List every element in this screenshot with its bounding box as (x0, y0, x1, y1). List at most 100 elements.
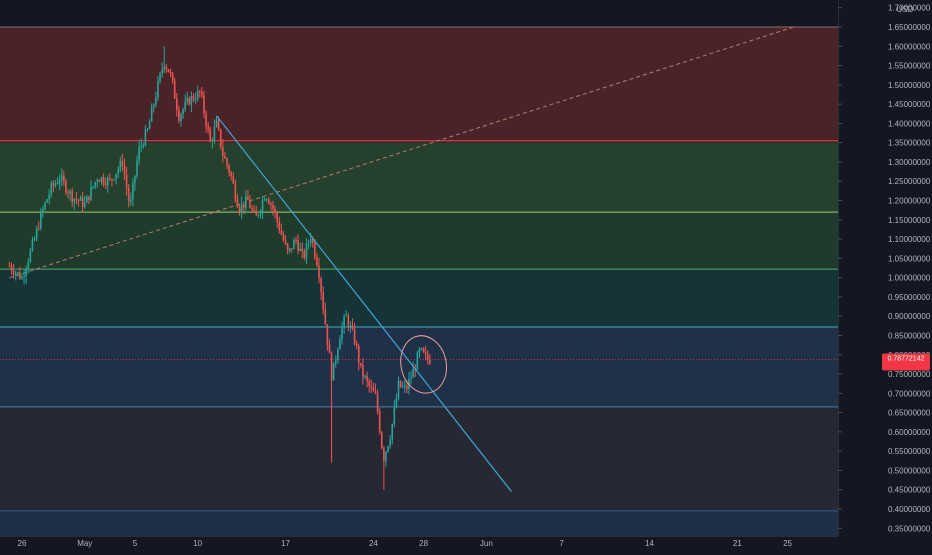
x-tick-label-2: 5 (133, 539, 138, 548)
candle-body-70 (155, 97, 157, 105)
candle-body-71 (157, 80, 159, 98)
candle-body-183 (391, 424, 394, 440)
candle-body-166 (355, 343, 358, 347)
candle-body-29 (69, 190, 71, 194)
zone-band-2 (0, 212, 838, 270)
candle-body-54 (121, 160, 124, 167)
candle-body-176 (376, 393, 379, 412)
y-tick-label-5: 1.45000000 (888, 100, 931, 109)
candle-body-51 (115, 173, 117, 180)
candle-body-95 (207, 126, 209, 130)
candles-layer (8, 46, 431, 490)
candle-body-58 (129, 199, 132, 202)
y-tick-label-9: 1.25000000 (888, 177, 931, 186)
candle-body-27 (65, 180, 67, 193)
candle-body-6 (21, 276, 23, 279)
x-tick-label-3: 10 (193, 539, 202, 548)
candle-body-14 (37, 228, 40, 230)
candle-body-1 (10, 266, 13, 271)
candle-body-8 (25, 269, 27, 277)
candle-body-102 (222, 146, 224, 156)
candle-body-130 (280, 230, 283, 235)
candle-body-149 (320, 278, 322, 293)
candle-body-175 (374, 391, 377, 394)
candle-body-123 (265, 199, 268, 201)
candle-body-201 (429, 359, 431, 364)
zone-band-4 (0, 327, 838, 407)
zone-band-6 (0, 510, 838, 536)
highlight-ellipse[interactable] (395, 331, 451, 397)
candle-body-38 (88, 196, 90, 200)
candle-body-180 (385, 451, 387, 462)
time-axis-background[interactable] (0, 536, 838, 550)
candle-body-90 (196, 91, 199, 100)
candle-body-43 (98, 180, 101, 183)
drawings-layer (216, 115, 512, 493)
candle-body-65 (144, 130, 147, 146)
candle-body-198 (422, 348, 425, 353)
candle-body-74 (163, 67, 166, 70)
candle-body-195 (416, 353, 419, 370)
y-tick-label-4: 1.50000000 (888, 81, 931, 90)
candle-body-160 (343, 316, 345, 328)
candle-body-141 (303, 250, 306, 258)
candle-body-72 (159, 73, 161, 81)
candle-body-162 (347, 315, 350, 327)
candle-body-4 (17, 272, 19, 274)
candle-body-79 (173, 80, 176, 99)
candle-body-33 (77, 199, 80, 201)
candle-body-159 (341, 327, 343, 340)
zone-lines-layer (0, 26, 838, 512)
candle-body-106 (230, 172, 232, 177)
candle-body-112 (242, 204, 245, 208)
candle-body-57 (127, 188, 130, 202)
candle-body-127 (274, 208, 276, 213)
candle-body-63 (140, 145, 143, 147)
candle-body-109 (236, 199, 239, 208)
y-tick-label-11: 1.15000000 (888, 216, 931, 225)
candle-body-114 (247, 196, 249, 200)
x-tick-label-7: Jun (480, 539, 493, 548)
candle-body-131 (282, 234, 285, 241)
dashed-trend-line[interactable] (9, 26, 794, 279)
candle-body-187 (399, 380, 402, 387)
candle-body-47 (106, 177, 109, 186)
candle-body-115 (249, 199, 251, 209)
candle-body-53 (119, 160, 122, 170)
y-tick-label-13: 1.05000000 (888, 254, 931, 263)
candle-body-188 (401, 386, 404, 388)
candle-body-93 (203, 95, 205, 114)
candle-body-107 (232, 176, 235, 184)
candle-body-100 (217, 119, 220, 130)
trend-line[interactable] (216, 115, 512, 493)
candle-body-110 (238, 207, 241, 213)
candle-body-0 (8, 266, 11, 268)
candle-body-144 (309, 238, 312, 243)
candle-body-128 (276, 212, 278, 222)
candle-body-83 (182, 109, 184, 115)
candle-body-164 (351, 325, 354, 329)
candle-body-61 (136, 160, 138, 176)
candle-body-46 (104, 183, 107, 186)
candle-body-193 (412, 368, 414, 378)
y-tick-label-16: 0.90000000 (888, 312, 931, 321)
candle-body-145 (311, 238, 314, 243)
candle-body-44 (100, 177, 103, 183)
y-tick-label-14: 1.00000000 (888, 274, 931, 283)
candle-body-174 (372, 387, 375, 392)
zone-band-3 (0, 269, 838, 328)
candle-body-98 (213, 126, 216, 141)
candle-body-85 (186, 97, 189, 102)
candle-body-13 (35, 228, 38, 239)
candle-body-163 (349, 325, 352, 327)
candle-body-18 (46, 199, 48, 203)
candle-body-94 (205, 113, 207, 127)
zone-band-5 (0, 406, 838, 511)
candle-body-40 (92, 186, 94, 188)
price-axis-background[interactable] (838, 0, 932, 536)
y-tick-label-12: 1.10000000 (888, 235, 931, 244)
x-tick-label-8: 7 (559, 539, 564, 548)
candle-body-181 (387, 446, 389, 452)
